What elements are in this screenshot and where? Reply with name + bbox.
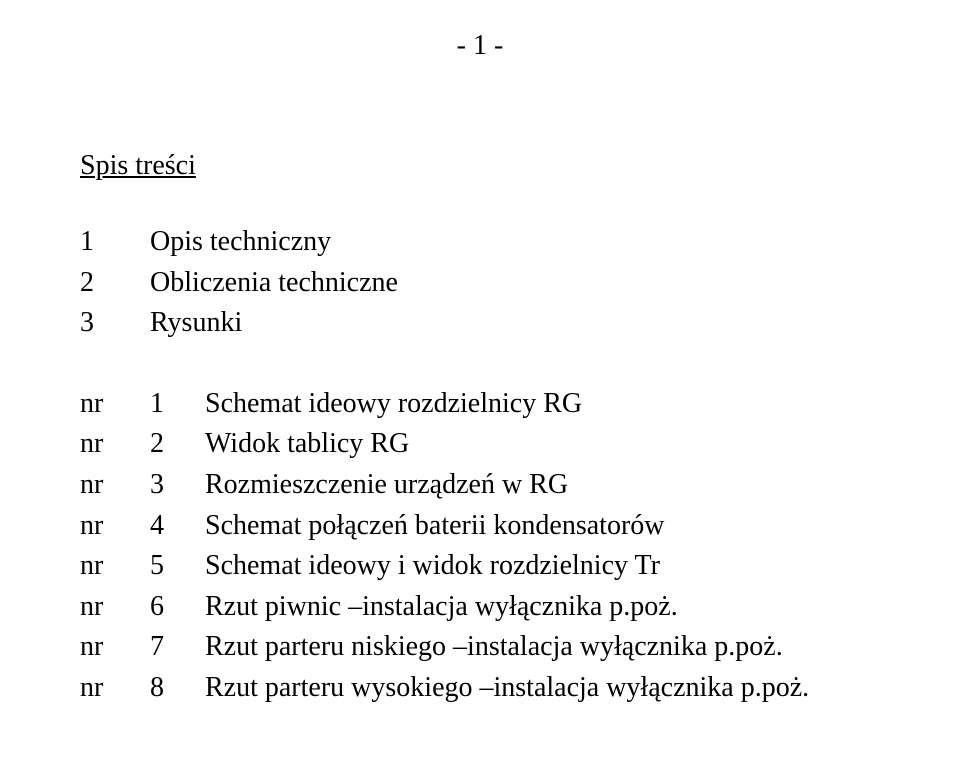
drawing-number: 1 xyxy=(150,384,205,425)
drawing-label: Rzut piwnic –instalacja wyłącznika p.poż… xyxy=(205,587,880,628)
nr-prefix: nr xyxy=(80,424,150,465)
drawing-label: Rzut parteru niskiego –instalacja wyłącz… xyxy=(205,627,880,668)
nr-prefix: nr xyxy=(80,627,150,668)
nr-prefix: nr xyxy=(80,546,150,587)
section-number: 3 xyxy=(80,303,150,344)
drawing-number: 4 xyxy=(150,506,205,547)
drawings-list: nr 1 Schemat ideowy rozdzielnicy RG nr 2… xyxy=(80,384,880,709)
toc-title: Spis treści xyxy=(80,150,880,182)
drawing-label: Rzut parteru wysokiego –instalacja wyłąc… xyxy=(205,668,880,709)
list-item: nr 1 Schemat ideowy rozdzielnicy RG xyxy=(80,384,880,425)
section-number: 2 xyxy=(80,263,150,304)
page-number: - 1 - xyxy=(0,30,960,62)
drawing-number: 7 xyxy=(150,627,205,668)
list-item: nr 5 Schemat ideowy i widok rozdzielnicy… xyxy=(80,546,880,587)
nr-prefix: nr xyxy=(80,384,150,425)
list-item: 3 Rysunki xyxy=(80,303,880,344)
drawing-number: 6 xyxy=(150,587,205,628)
section-label: Obliczenia techniczne xyxy=(150,263,398,304)
drawing-label: Schemat ideowy i widok rozdzielnicy Tr xyxy=(205,546,880,587)
list-item: 2 Obliczenia techniczne xyxy=(80,263,880,304)
drawing-number: 3 xyxy=(150,465,205,506)
drawing-label: Schemat połączeń baterii kondensatorów xyxy=(205,506,880,547)
list-item: nr 6 Rzut piwnic –instalacja wyłącznika … xyxy=(80,587,880,628)
section-label: Rysunki xyxy=(150,303,242,344)
list-item: nr 3 Rozmieszczenie urządzeń w RG xyxy=(80,465,880,506)
drawing-number: 2 xyxy=(150,424,205,465)
list-item: nr 2 Widok tablicy RG xyxy=(80,424,880,465)
list-item: nr 7 Rzut parteru niskiego –instalacja w… xyxy=(80,627,880,668)
list-item: nr 4 Schemat połączeń baterii kondensato… xyxy=(80,506,880,547)
nr-prefix: nr xyxy=(80,587,150,628)
drawing-number: 8 xyxy=(150,668,205,709)
nr-prefix: nr xyxy=(80,465,150,506)
section-number: 1 xyxy=(80,222,150,263)
drawing-label: Schemat ideowy rozdzielnicy RG xyxy=(205,384,880,425)
nr-prefix: nr xyxy=(80,506,150,547)
nr-prefix: nr xyxy=(80,668,150,709)
drawing-label: Rozmieszczenie urządzeń w RG xyxy=(205,465,880,506)
list-item: nr 8 Rzut parteru wysokiego –instalacja … xyxy=(80,668,880,709)
list-item: 1 Opis techniczny xyxy=(80,222,880,263)
drawing-number: 5 xyxy=(150,546,205,587)
section-label: Opis techniczny xyxy=(150,222,331,263)
sections-list: 1 Opis techniczny 2 Obliczenia techniczn… xyxy=(80,222,880,344)
drawing-label: Widok tablicy RG xyxy=(205,424,880,465)
document-page: - 1 - Spis treści 1 Opis techniczny 2 Ob… xyxy=(0,0,960,784)
